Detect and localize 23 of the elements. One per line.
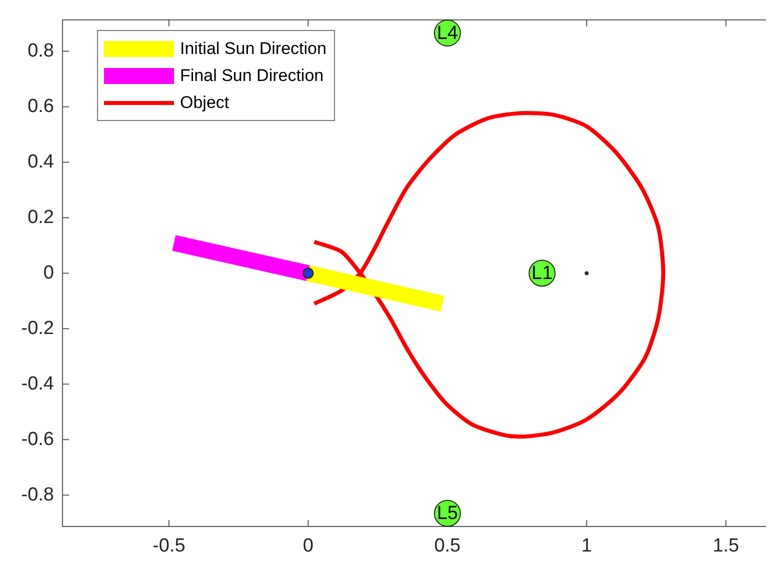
legend-label: Initial Sun Direction [180,38,326,59]
y-tick-label: 0.4 [28,151,54,172]
data-label: L1 [532,263,553,284]
y-tick-label: 0.2 [28,206,54,228]
y-tick-label: -0.4 [21,373,54,394]
y-tick-label: -0.2 [21,318,54,339]
y-tick-label: 0.6 [28,96,54,118]
y-tick-label: 0.8 [28,40,54,62]
line-series [312,111,666,439]
y-tick-label: -0.8 [21,484,54,506]
x-tick-label: 0.5 [434,536,461,557]
x-tick-label: 1.5 [712,536,740,557]
data-label: L5 [436,503,458,524]
x-tick-label: 0 [302,536,314,557]
y-tick-label: -0.6 [21,428,54,450]
x-tick-label: 1 [581,536,592,557]
data-label: L4 [436,22,458,44]
x-tick-label: -0.5 [152,536,186,557]
point [302,268,314,279]
legend-label: Object [180,92,230,113]
legend-label: Final Sun Direction [180,66,324,86]
point [584,271,589,276]
y-tick-label: 0 [43,262,54,284]
